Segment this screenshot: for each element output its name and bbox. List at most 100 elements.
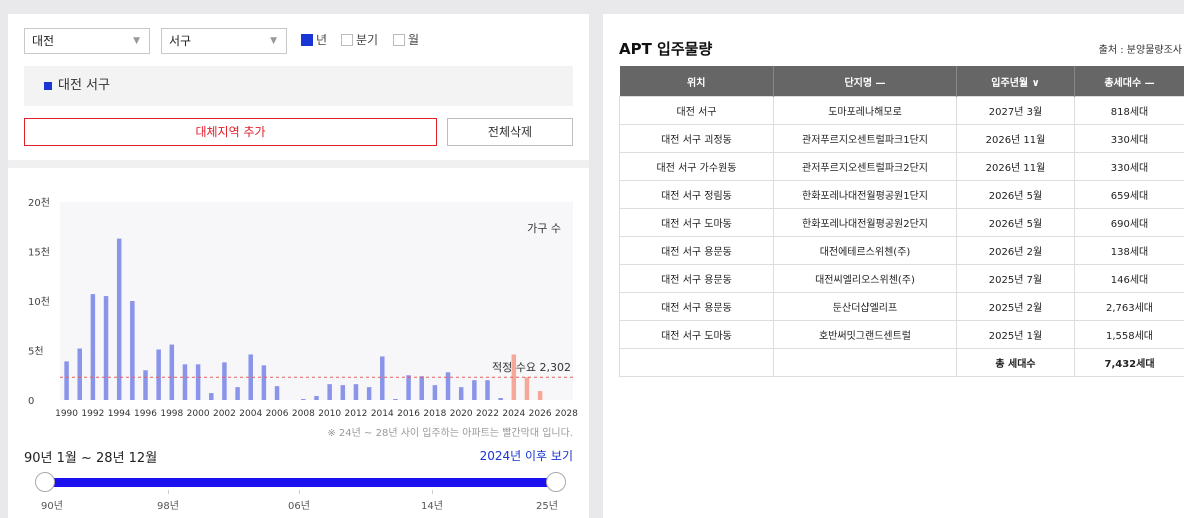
bar-2026 bbox=[537, 391, 543, 400]
bar-1996 bbox=[143, 370, 148, 400]
cell-move-in: 2025년 1월 bbox=[956, 320, 1075, 349]
total-label: 총 세대수 bbox=[956, 348, 1075, 377]
x-tick-label: 2010 bbox=[318, 409, 341, 419]
empty-cell bbox=[773, 348, 957, 377]
right-panel: APT 입주물량 출처 : 분양물량조사 위치 단지명 — 입주년월 ∨ 총세대… bbox=[603, 14, 1184, 518]
selected-region: 대전 서구 bbox=[24, 66, 573, 106]
slider-tick-label: 14년 bbox=[421, 501, 443, 512]
bar-2012 bbox=[353, 384, 359, 400]
x-tick-label: 2008 bbox=[292, 409, 315, 419]
cell-move-in: 2025년 2월 bbox=[956, 292, 1075, 321]
delete-all-button[interactable]: 전체삭제 bbox=[447, 118, 573, 146]
cell-units: 690세대 bbox=[1074, 208, 1184, 237]
table-row[interactable]: 대전 서구 용문동 둔산더샵엘리프 2025년 2월 2,763세대 bbox=[619, 292, 1184, 321]
bar-2023 bbox=[498, 398, 503, 400]
bar-2009 bbox=[314, 396, 319, 400]
section-divider bbox=[8, 160, 589, 168]
table-header-row: 위치 단지명 — 입주년월 ∨ 총세대수 — bbox=[619, 66, 1184, 97]
period-year-checkbox[interactable]: 년 bbox=[301, 33, 327, 49]
bar-2014 bbox=[380, 356, 385, 400]
cell-location: 대전 서구 정림동 bbox=[619, 180, 774, 209]
table-row[interactable]: 대전 서구 도마동 한화포레나대전월평공원2단지 2026년 5월 690세대 bbox=[619, 208, 1184, 237]
cell-move-in: 2027년 3월 bbox=[956, 96, 1075, 125]
x-tick-label: 2024 bbox=[502, 409, 525, 419]
bar-2019 bbox=[445, 372, 451, 400]
slider-tick bbox=[432, 490, 433, 494]
x-tick-label: 2014 bbox=[371, 409, 394, 419]
table-row[interactable]: 대전 서구 괴정동 관저푸르지오센트럴파크1단지 2026년 11월 330세대 bbox=[619, 124, 1184, 153]
add-region-button[interactable]: 대체지역 추가 bbox=[24, 118, 437, 146]
reference-line-label: 적정 수요 2,302 bbox=[492, 361, 571, 374]
x-tick-label: 2012 bbox=[345, 409, 368, 419]
region-color-icon bbox=[44, 82, 52, 90]
city-select-value: 대전 bbox=[32, 34, 55, 48]
range-slider-track[interactable] bbox=[45, 478, 555, 487]
table-row[interactable]: 대전 서구 용문동 대전에테르스위첸(주) 2026년 2월 138세대 bbox=[619, 236, 1184, 265]
table-row[interactable]: 대전 서구 도마동 호반써밋그랜드센트럴 2025년 1월 1,558세대 bbox=[619, 320, 1184, 349]
table-total-row: 총 세대수 7,432세대 bbox=[619, 348, 1184, 377]
city-select[interactable]: 대전 ▼ bbox=[24, 28, 150, 54]
range-slider-start-handle[interactable] bbox=[35, 472, 55, 492]
x-tick-label: 2028 bbox=[555, 409, 578, 419]
bar-2001 bbox=[209, 393, 214, 400]
range-slider-end-handle[interactable] bbox=[546, 472, 566, 492]
bar-1995 bbox=[130, 301, 135, 400]
cell-complex: 둔산더샵엘리프 bbox=[773, 292, 957, 321]
bar-1994 bbox=[116, 238, 122, 400]
table-row[interactable]: 대전 서구 가수원동 관저푸르지오센트럴파크2단지 2026년 11월 330세대 bbox=[619, 152, 1184, 181]
column-header-complex[interactable]: 단지명 — bbox=[773, 66, 957, 97]
range-label: 90년 1월 ~ 28년 12월 bbox=[24, 451, 158, 466]
checkbox-icon bbox=[341, 34, 353, 46]
table-row[interactable]: 대전 서구 용문동 대전씨엘리오스위첸(주) 2025년 7월 146세대 bbox=[619, 264, 1184, 293]
bar-2020 bbox=[458, 387, 464, 400]
chart-note: ※ 24년 ~ 28년 사이 입주하는 아파트는 빨간막대 입니다. bbox=[327, 428, 573, 439]
checkbox-icon bbox=[393, 34, 405, 46]
bar-2011 bbox=[340, 385, 346, 400]
cell-location: 대전 서구 도마동 bbox=[619, 208, 774, 237]
apt-supply-table: 위치 단지명 — 입주년월 ∨ 총세대수 — 대전 서구 도마포레나해모로 2027… bbox=[619, 66, 1184, 377]
slider-tick-label: 06년 bbox=[288, 501, 310, 512]
cell-units: 818세대 bbox=[1074, 96, 1184, 125]
y-tick-label: 20천 bbox=[28, 197, 50, 209]
cell-move-in: 2026년 11월 bbox=[956, 124, 1075, 153]
cell-move-in: 2026년 5월 bbox=[956, 208, 1075, 237]
column-header-location[interactable]: 위치 bbox=[619, 66, 774, 97]
y-tick-label: 10천 bbox=[28, 296, 50, 308]
checkbox-checked-icon bbox=[301, 34, 313, 46]
cell-location: 대전 서구 도마동 bbox=[619, 320, 774, 349]
column-header-units[interactable]: 총세대수 — bbox=[1074, 66, 1184, 97]
bar-2018 bbox=[432, 385, 438, 400]
x-tick-label: 2020 bbox=[450, 409, 473, 419]
cell-units: 659세대 bbox=[1074, 180, 1184, 209]
slider-tick bbox=[299, 490, 300, 494]
bar-1993 bbox=[103, 296, 109, 400]
x-tick-label: 1992 bbox=[81, 409, 104, 419]
bar-2025 bbox=[524, 377, 530, 400]
cell-complex: 대전에테르스위첸(주) bbox=[773, 236, 957, 265]
cell-complex: 한화포레나대전월평공원1단지 bbox=[773, 180, 957, 209]
x-tick-label: 2026 bbox=[529, 409, 552, 419]
bar-2008 bbox=[301, 399, 306, 400]
after-2024-link[interactable]: 2024년 이후 보기 bbox=[479, 449, 573, 463]
cell-location: 대전 서구 가수원동 bbox=[619, 152, 774, 181]
x-tick-label: 1990 bbox=[55, 409, 78, 419]
bar-2024 bbox=[511, 354, 517, 400]
bar-1991 bbox=[77, 348, 82, 400]
bar-2022 bbox=[485, 380, 490, 400]
cell-complex: 한화포레나대전월평공원2단지 bbox=[773, 208, 957, 237]
apt-supply-title: APT 입주물량 bbox=[619, 40, 713, 58]
x-tick-label: 2018 bbox=[423, 409, 446, 419]
period-quarter-checkbox[interactable]: 분기 bbox=[341, 33, 378, 49]
cell-units: 330세대 bbox=[1074, 124, 1184, 153]
bar-2003 bbox=[235, 387, 240, 400]
column-header-move-in[interactable]: 입주년월 ∨ bbox=[956, 66, 1075, 97]
district-select[interactable]: 서구 ▼ bbox=[161, 28, 287, 54]
cell-move-in: 2026년 2월 bbox=[956, 236, 1075, 265]
cell-complex: 도마포레나해모로 bbox=[773, 96, 957, 125]
period-month-checkbox[interactable]: 월 bbox=[393, 33, 419, 49]
chevron-down-icon: ▼ bbox=[270, 36, 277, 46]
table-row[interactable]: 대전 서구 정림동 한화포레나대전월평공원1단지 2026년 5월 659세대 bbox=[619, 180, 1184, 209]
table-row[interactable]: 대전 서구 도마포레나해모로 2027년 3월 818세대 bbox=[619, 96, 1184, 125]
district-select-value: 서구 bbox=[169, 34, 192, 48]
cell-units: 1,558세대 bbox=[1074, 320, 1184, 349]
